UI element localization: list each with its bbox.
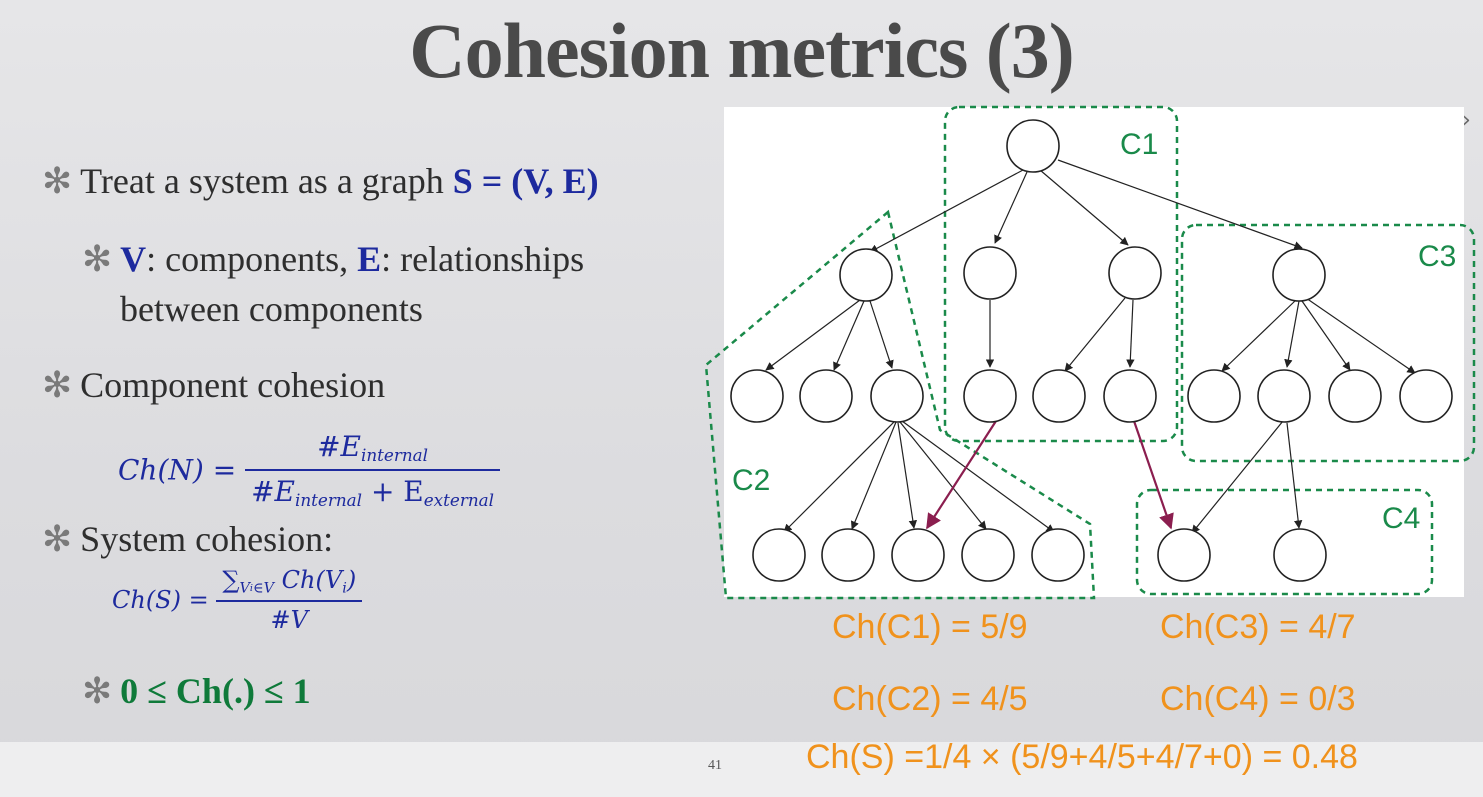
v-symbol: V: [120, 239, 147, 279]
graph-node: [963, 369, 1017, 423]
cluster-label-c3: C3: [1418, 240, 1456, 273]
graph-node: [799, 369, 853, 423]
component-cohesion-formula: Ch(N) = #Einternal #Einternal + Eexterna…: [118, 430, 501, 510]
graph-node: [870, 369, 924, 423]
edge: [1286, 422, 1303, 529]
graph-node: [963, 246, 1017, 300]
graph-node: [1157, 528, 1211, 582]
formula-numerator: #Einternal: [317, 430, 429, 466]
bullet-ve-definition: ✻ V: components, E: relationships: [82, 238, 584, 280]
edge: [897, 422, 918, 529]
formula-fraction: ∑Vi∈V Ch(Vi) #V: [216, 566, 363, 634]
cluster-label-c4: C4: [1382, 502, 1420, 535]
next-slide-arrow-icon[interactable]: ›: [1462, 108, 1471, 133]
edge: [1126, 299, 1135, 368]
component-graph-diagram: C1 C2 C3 C4: [704, 105, 1476, 600]
result-system: Ch(S) =1/4 × (5/9+4/5+4/7+0) = 0.48: [806, 738, 1358, 776]
result-c4: Ch(C4) = 0/3: [1160, 680, 1356, 718]
result-c1: Ch(C1) = 5/9: [832, 608, 1028, 646]
graph-node: [1328, 369, 1382, 423]
edge: [869, 169, 1024, 253]
graph-node: [1399, 369, 1453, 423]
graph-node: [1272, 248, 1326, 302]
edge: [1191, 420, 1284, 534]
graph-node: [1031, 528, 1085, 582]
bullet-text: System cohesion:: [80, 519, 334, 559]
diagram-panel: [724, 107, 1464, 597]
edge: [994, 171, 1028, 244]
graph-node: [752, 528, 806, 582]
formula-lhs: Ch(S) =: [112, 586, 209, 615]
result-c3: Ch(C3) = 4/7: [1160, 608, 1356, 646]
graph-node: [1257, 369, 1311, 423]
e-symbol: E: [357, 239, 382, 279]
bullet-star-icon: ✻: [82, 239, 113, 279]
bullet-star-icon: ✻: [42, 365, 73, 405]
edge: [1039, 169, 1129, 246]
cross-cluster-edge: [926, 420, 997, 530]
bullet-component-cohesion: ✻ Component cohesion: [42, 364, 385, 406]
cross-cluster-edge: [1132, 420, 1174, 530]
bullet-star-icon: ✻: [82, 671, 113, 711]
cluster-c1-boundary: [943, 105, 1179, 443]
edge: [833, 300, 865, 371]
edge: [765, 299, 861, 371]
graph-node: [1032, 369, 1086, 423]
graph-node: [1108, 246, 1162, 300]
bullet-text: : relationships: [381, 239, 585, 279]
edge: [899, 421, 987, 530]
bullet-range: ✻ 0 ≤ Ch(.) ≤ 1: [82, 670, 311, 712]
edge: [1284, 300, 1300, 368]
formula-numerator: ∑Vi∈V Ch(Vi): [222, 566, 357, 597]
bullet-ve-continuation: between components: [120, 289, 423, 329]
bullet-system-cohesion: ✻ System cohesion:: [42, 518, 333, 560]
graph-node: [1006, 119, 1060, 173]
edge: [783, 420, 896, 533]
graph-node: [961, 528, 1015, 582]
edge: [1064, 297, 1126, 372]
slide-title: Cohesion metrics (3): [409, 7, 1075, 94]
cluster-c3-boundary: [1180, 223, 1476, 463]
edge: [1057, 159, 1303, 250]
cluster-c2-boundary: [704, 209, 1096, 600]
graph-node: [821, 528, 875, 582]
bullet-star-icon: ✻: [42, 519, 73, 559]
result-c2: Ch(C2) = 4/5: [832, 680, 1028, 718]
graph-node: [891, 528, 945, 582]
cluster-c4-boundary: [1135, 488, 1434, 596]
graph-node: [1187, 369, 1241, 423]
bullet-text: Treat a system as a graph: [80, 161, 453, 201]
edge: [850, 421, 897, 530]
bullet-graph-definition: ✻ Treat a system as a graph S = (V, E): [42, 160, 599, 202]
cluster-label-c1: C1: [1120, 128, 1158, 161]
graph-notation: S = (V, E): [452, 161, 599, 201]
graph-node: [1273, 528, 1327, 582]
edge: [1221, 299, 1297, 372]
edge: [901, 420, 1055, 533]
graph-node: [1103, 369, 1157, 423]
edge: [1305, 297, 1416, 374]
edge: [1301, 300, 1351, 371]
slide-footer: [0, 742, 1483, 797]
page-number: 41: [708, 758, 722, 773]
bullet-text: : components,: [146, 239, 358, 279]
graph-node: [839, 248, 893, 302]
formula-fraction: #Einternal #Einternal + Eexternal: [245, 430, 501, 510]
bullet-star-icon: ✻: [42, 161, 73, 201]
edge: [869, 300, 894, 369]
formula-denominator: #Einternal + Eexternal: [245, 469, 501, 510]
cluster-label-c2: C2: [732, 464, 770, 497]
graph-node: [730, 369, 784, 423]
range-statement: 0 ≤ Ch(.) ≤ 1: [120, 671, 311, 711]
formula-denominator: #V: [216, 600, 363, 634]
bullet-text: Component cohesion: [80, 365, 386, 405]
system-cohesion-formula: Ch(S) = ∑Vi∈V Ch(Vi) #V: [112, 566, 363, 634]
formula-lhs: Ch(N) =: [118, 453, 237, 487]
